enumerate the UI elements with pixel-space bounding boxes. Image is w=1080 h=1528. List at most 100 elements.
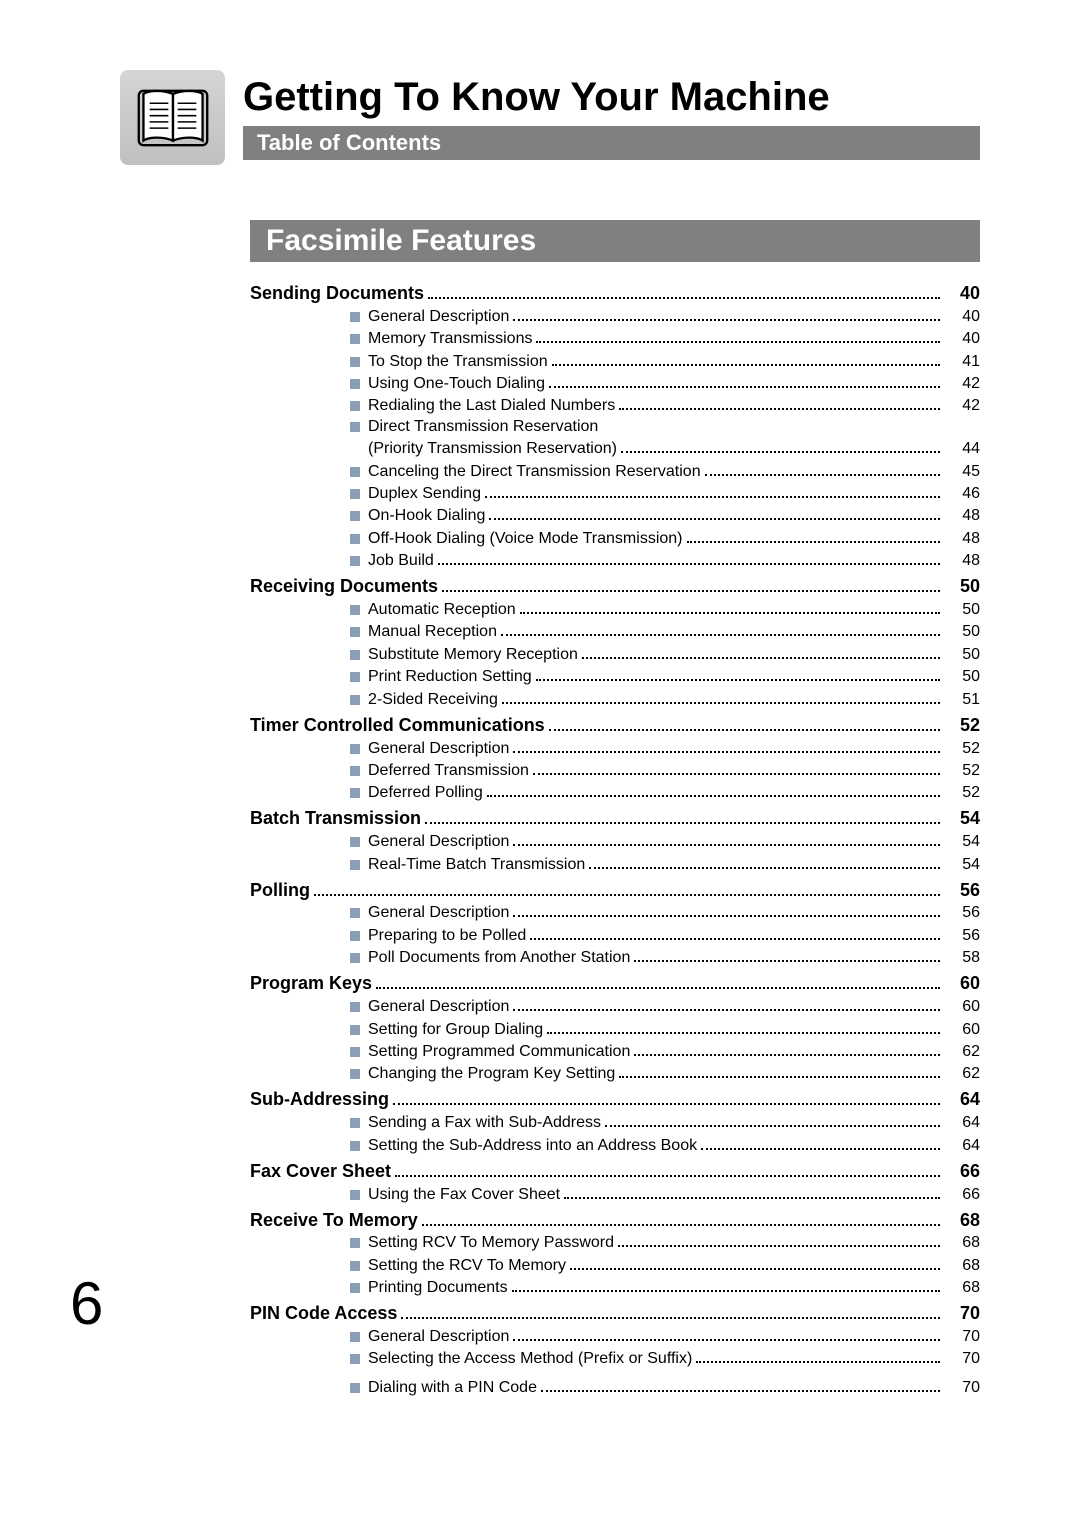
bullet-icon	[350, 953, 360, 963]
toc-label: Substitute Memory Reception	[368, 645, 578, 665]
toc-sub-row: To Stop the Transmission41	[250, 349, 980, 371]
bullet-icon	[350, 401, 360, 411]
section-bar: Facsimile Features	[250, 220, 980, 262]
bullet-icon	[350, 766, 360, 776]
toc-major-row: Receive To Memory68	[250, 1209, 980, 1232]
toc-major-row: Batch Transmission54	[250, 807, 980, 830]
toc-page-number: 48	[944, 551, 980, 571]
bullet-icon	[350, 837, 360, 847]
toc-sub-row: Setting the RCV To Memory68	[250, 1253, 980, 1275]
toc-leader-dots	[376, 973, 940, 989]
toc-sub-row: General Description70	[250, 1325, 980, 1347]
toc-page-number: 50	[944, 622, 980, 642]
toc-page-number: 45	[944, 462, 980, 482]
bullet-icon	[350, 1238, 360, 1248]
toc-major-row: Sending Documents40	[250, 282, 980, 305]
bullet-icon	[350, 556, 360, 566]
toc-page-number: 42	[944, 374, 980, 394]
toc-page-number: 56	[944, 879, 980, 902]
toc-leader-dots	[422, 1209, 940, 1225]
bullet-icon	[350, 744, 360, 754]
toc-sub-row: Deferred Polling 52	[250, 781, 980, 803]
bullet-icon	[350, 788, 360, 798]
bullet-icon	[350, 1383, 360, 1393]
toc-page-number: 68	[944, 1256, 980, 1276]
toc-label: PIN Code Access	[250, 1302, 397, 1325]
toc-sub-row: Printing Documents68	[250, 1276, 980, 1298]
toc-leader-dots	[634, 1040, 940, 1056]
toc-page-number: 50	[944, 645, 980, 665]
toc-label: Using One-Touch Dialing	[368, 374, 545, 394]
toc-sub-row: Print Reduction Setting50	[250, 665, 980, 687]
toc-page-number: 56	[944, 903, 980, 923]
toc-sub-row: Memory Transmissions40	[250, 327, 980, 349]
toc-leader-dots	[485, 482, 940, 498]
toc-label: Sending a Fax with Sub-Address	[368, 1113, 601, 1133]
toc-sub-row: Off-Hook Dialing (Voice Mode Transmissio…	[250, 526, 980, 548]
toc-sub-row: Using One-Touch Dialing 42	[250, 372, 980, 394]
bullet-icon	[350, 1141, 360, 1151]
toc-sub-row: Automatic Reception50	[250, 598, 980, 620]
toc-leader-dots	[401, 1303, 940, 1319]
toc-page-number: 52	[944, 783, 980, 803]
toc-leader-dots	[393, 1089, 940, 1105]
toc-leader-dots	[619, 1062, 940, 1078]
toc-sub-row: Direct Transmission Reservation	[250, 416, 980, 436]
toc-label: General Description	[368, 832, 509, 852]
folio-page-number: 6	[70, 1269, 103, 1338]
toc-page-number: 60	[944, 997, 980, 1017]
toc-major-row: Timer Controlled Communications52	[250, 714, 980, 737]
toc-leader-dots	[552, 349, 940, 365]
bullet-icon	[350, 467, 360, 477]
toc-leader-dots	[501, 620, 940, 636]
toc-sub-row: Setting for Group Dialing60	[250, 1017, 980, 1039]
toc-bar: Table of Contents	[243, 126, 980, 160]
toc-label: Polling	[250, 879, 310, 902]
toc-sub-row: General Description52	[250, 736, 980, 758]
toc-leader-dots	[314, 879, 940, 895]
toc-leader-dots	[582, 642, 940, 658]
toc-label: Off-Hook Dialing (Voice Mode Transmissio…	[368, 529, 683, 549]
toc-label: Automatic Reception	[368, 600, 516, 620]
toc-page-number: 62	[944, 1042, 980, 1062]
toc-label: Real-Time Batch Transmission	[368, 855, 585, 875]
toc-leader-dots	[512, 1276, 940, 1292]
toc-leader-dots	[589, 852, 940, 868]
bullet-icon	[350, 931, 360, 941]
bullet-icon	[350, 627, 360, 637]
bullet-icon	[350, 1025, 360, 1035]
toc-label: Deferred Polling	[368, 783, 483, 803]
toc-page-number: 46	[944, 484, 980, 504]
toc-leader-dots	[570, 1253, 940, 1269]
toc-sub-row: Canceling the Direct Transmission Reserv…	[250, 459, 980, 481]
toc-leader-dots	[564, 1182, 940, 1198]
toc-sub-row: 2-Sided Receiving51	[250, 687, 980, 709]
bullet-icon	[350, 312, 360, 322]
bullet-icon	[350, 605, 360, 615]
toc-label: Setting Programmed Communication	[368, 1042, 630, 1062]
toc-label: Sub-Addressing	[250, 1088, 389, 1111]
toc-page-number: 54	[944, 807, 980, 830]
bullet-icon	[350, 334, 360, 344]
toc-page-number: 60	[944, 972, 980, 995]
toc-label: Preparing to be Polled	[368, 926, 526, 946]
toc-sub-row: Manual Reception50	[250, 620, 980, 642]
toc-sub-row: (Priority Transmission Reservation)44	[250, 437, 980, 459]
toc-sub-row: Setting RCV To Memory Password68	[250, 1231, 980, 1253]
bullet-icon	[350, 1283, 360, 1293]
bullet-icon	[350, 695, 360, 705]
toc-label: To Stop the Transmission	[368, 352, 548, 372]
toc-label: Fax Cover Sheet	[250, 1160, 391, 1183]
toc-label: On-Hook Dialing	[368, 506, 485, 526]
toc-page-number: 68	[944, 1209, 980, 1232]
toc-leader-dots	[513, 1325, 940, 1341]
toc-page-number: 52	[944, 761, 980, 781]
bullet-icon	[350, 672, 360, 682]
toc-label: General Description	[368, 739, 509, 759]
toc-sub-row: Poll Documents from Another Station58	[250, 946, 980, 968]
toc-label: Receiving Documents	[250, 575, 438, 598]
toc-sub-row: Real-Time Batch Transmission54	[250, 852, 980, 874]
bullet-icon	[350, 1002, 360, 1012]
toc-major-row: Receiving Documents50	[250, 575, 980, 598]
toc-major-row: PIN Code Access70	[250, 1302, 980, 1325]
